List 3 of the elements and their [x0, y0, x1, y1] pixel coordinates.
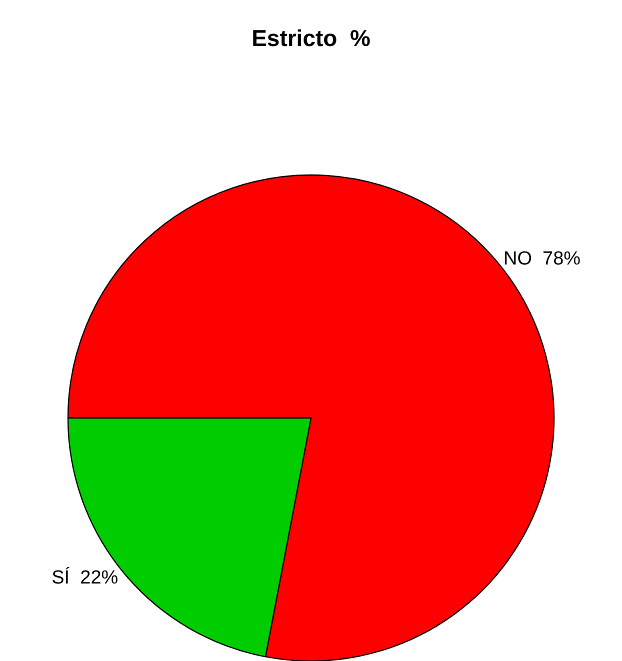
chart-title: Estricto %	[252, 24, 370, 51]
slice-label: SÍ 22%	[52, 566, 118, 588]
slice-label: NO 78%	[503, 248, 581, 270]
